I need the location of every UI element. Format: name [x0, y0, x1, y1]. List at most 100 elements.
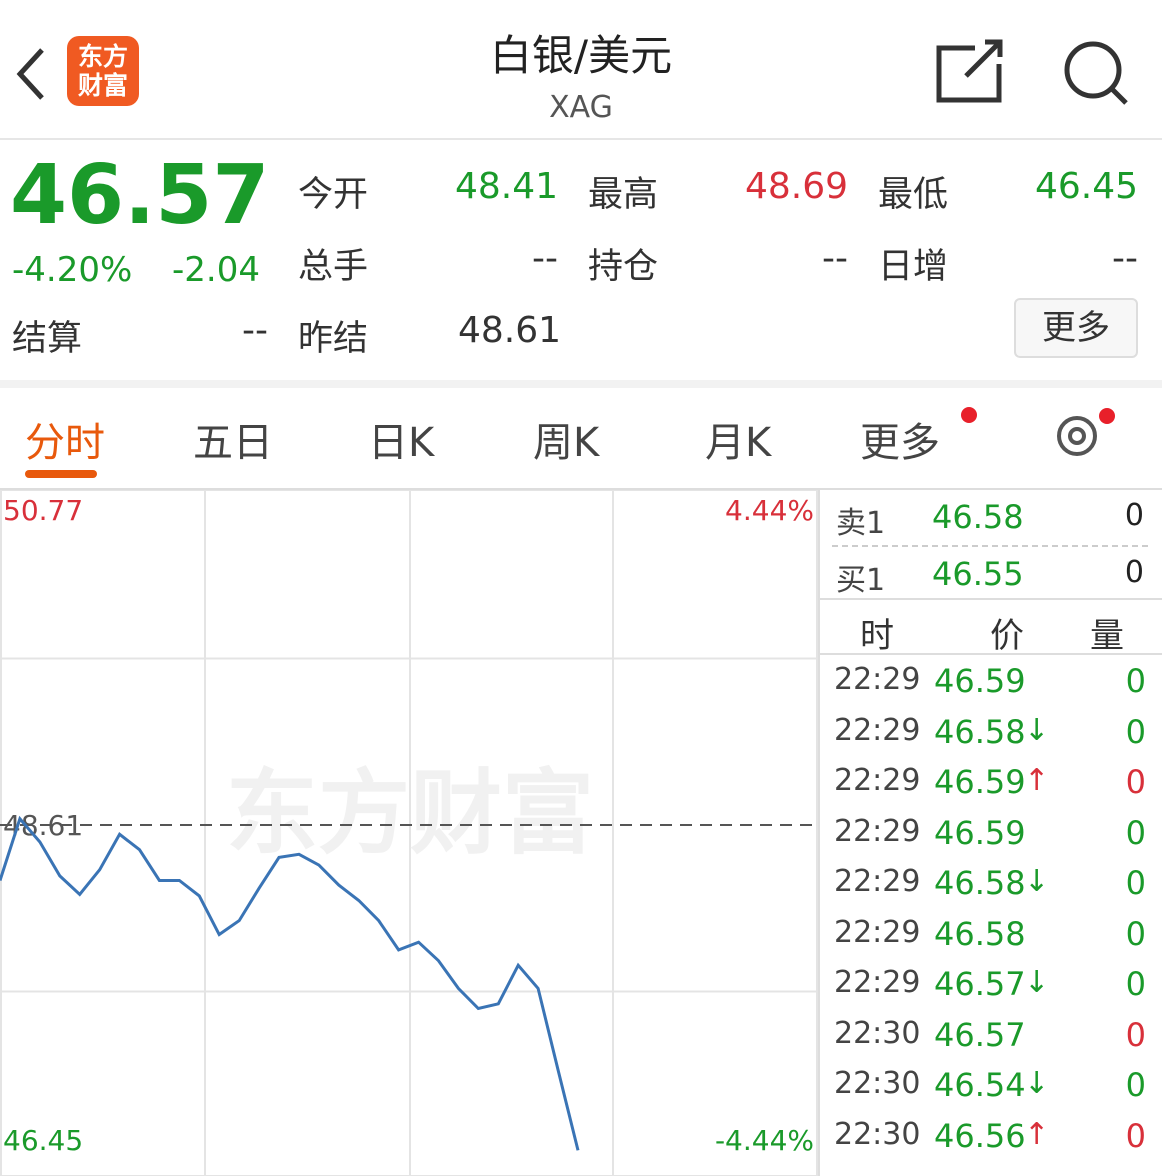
field-label: 日增: [878, 247, 949, 287]
field-value: --: [822, 238, 848, 279]
tab[interactable]: 分时: [25, 420, 105, 466]
tab[interactable]: 五日: [193, 420, 273, 466]
trade-volume: 0: [1125, 914, 1146, 953]
divider: [832, 545, 1148, 547]
trade-arrow: ↑: [1024, 1116, 1050, 1152]
trade-price: 46.58: [934, 712, 1026, 751]
trade-price: 46.58: [934, 864, 1026, 902]
trade-time: 22:29: [834, 914, 921, 950]
trade-price: 46.57: [934, 965, 1026, 1003]
tab[interactable]: 更多: [860, 420, 940, 466]
book-volume: 0: [1124, 555, 1144, 590]
trade-volume: 0: [1125, 864, 1146, 902]
field-label: 持仓: [588, 247, 659, 287]
tab[interactable]: 月K: [705, 420, 772, 466]
field-value: --: [532, 238, 558, 279]
divider: [820, 598, 1162, 600]
book-price: 46.58: [932, 498, 1024, 536]
divider: [0, 488, 1162, 490]
trade-arrow: ↓: [1024, 965, 1050, 1000]
column-header: 价: [990, 616, 1024, 656]
logo-text: 东方 财富: [67, 42, 139, 100]
field-label: 总手: [298, 247, 369, 287]
trade-volume: 0: [1125, 965, 1146, 1003]
trade-time: 22:29: [834, 813, 921, 849]
trade-time: 22:29: [834, 864, 921, 899]
trade-volume: 0: [1125, 763, 1146, 801]
field-value: --: [242, 310, 268, 351]
title: 白银/美元: [489, 31, 673, 80]
trade-price: 46.57: [934, 1015, 1026, 1054]
trade-price: 46.59: [934, 763, 1026, 801]
settings-button[interactable]: [1050, 408, 1130, 468]
trade-time: 22:30: [834, 1015, 921, 1051]
field-label: 最低: [878, 175, 949, 215]
column-header: 时: [860, 616, 894, 656]
plot-border: [0, 490, 818, 1176]
trade-time: 22:30: [834, 1116, 921, 1152]
trade-time: 22:30: [834, 1066, 921, 1101]
price-line: [0, 815, 580, 1151]
price: 46.57: [10, 148, 270, 243]
book-label: 买1: [836, 563, 886, 598]
back-button[interactable]: [16, 48, 44, 100]
field-value: 48.69: [744, 166, 848, 207]
logo-line: 财富: [77, 71, 128, 100]
trade-arrow: ↑: [1024, 763, 1050, 798]
y2-tick-label: -4.44%: [715, 1124, 814, 1157]
tab-indicator: [25, 470, 97, 478]
trade-arrow: ↓: [1024, 864, 1050, 899]
divider: [820, 653, 1162, 655]
book-label: 卖1: [836, 506, 886, 541]
column-header: 量: [1090, 616, 1124, 656]
trade-arrow: ↓: [1024, 1066, 1050, 1101]
y-tick-label: 46.45: [3, 1124, 83, 1157]
change-pct: -4.20%: [12, 250, 133, 290]
field-label: 昨结: [298, 319, 369, 359]
trade-price: 46.59: [934, 813, 1026, 852]
trade-volume: 0: [1125, 1015, 1146, 1054]
trade-price: 46.56: [934, 1116, 1026, 1155]
share-button[interactable]: [936, 39, 1003, 103]
field-value: 46.45: [1034, 166, 1138, 207]
tab[interactable]: 周K: [533, 420, 600, 466]
trade-time: 22:29: [834, 712, 921, 748]
trade-price: 46.59: [934, 662, 1026, 700]
field-value: 48.61: [458, 310, 562, 351]
tab[interactable]: 日K: [368, 420, 435, 466]
change: -2.04: [172, 250, 260, 290]
field-value: --: [1112, 238, 1138, 279]
logo: [67, 36, 139, 106]
book-volume: 0: [1124, 498, 1144, 533]
divider: [0, 380, 1162, 388]
book-price: 46.55: [932, 555, 1024, 593]
badge: [961, 407, 977, 423]
header-bar: [0, 36, 1162, 140]
trade-volume: 0: [1125, 712, 1146, 751]
order-panel: 卖1 46.58 0 买1 46.55 0 时 价 量 22:29 46.59 0 22:29 46.58…: [818, 490, 1162, 1176]
trade-arrow: ↓: [1024, 712, 1050, 748]
logo-line: 东方: [77, 42, 128, 71]
field-label: 结算: [12, 319, 83, 359]
trade-price: 46.58: [934, 914, 1026, 953]
trade-volume: 0: [1125, 1066, 1146, 1104]
search-handle: [1110, 87, 1128, 105]
trade-time: 22:29: [834, 662, 921, 697]
trade-volume: 0: [1125, 813, 1146, 852]
subtitle: XAG: [549, 90, 613, 125]
y-tick-label: 50.77: [3, 494, 83, 527]
field-label: 最高: [588, 175, 659, 215]
field-label: 今开: [298, 175, 369, 215]
watermark: 东方财富: [226, 760, 594, 867]
y2-tick-label: 4.44%: [725, 494, 814, 527]
trade-price: 46.54: [934, 1066, 1026, 1104]
search-button[interactable]: [1064, 41, 1122, 99]
field-value: 48.41: [454, 166, 558, 207]
trade-time: 22:29: [834, 965, 921, 1000]
more-button[interactable]: 更多: [1014, 298, 1138, 358]
trade-volume: 0: [1125, 662, 1146, 700]
trade-time: 22:29: [834, 763, 921, 798]
trade-volume: 0: [1125, 1116, 1146, 1155]
